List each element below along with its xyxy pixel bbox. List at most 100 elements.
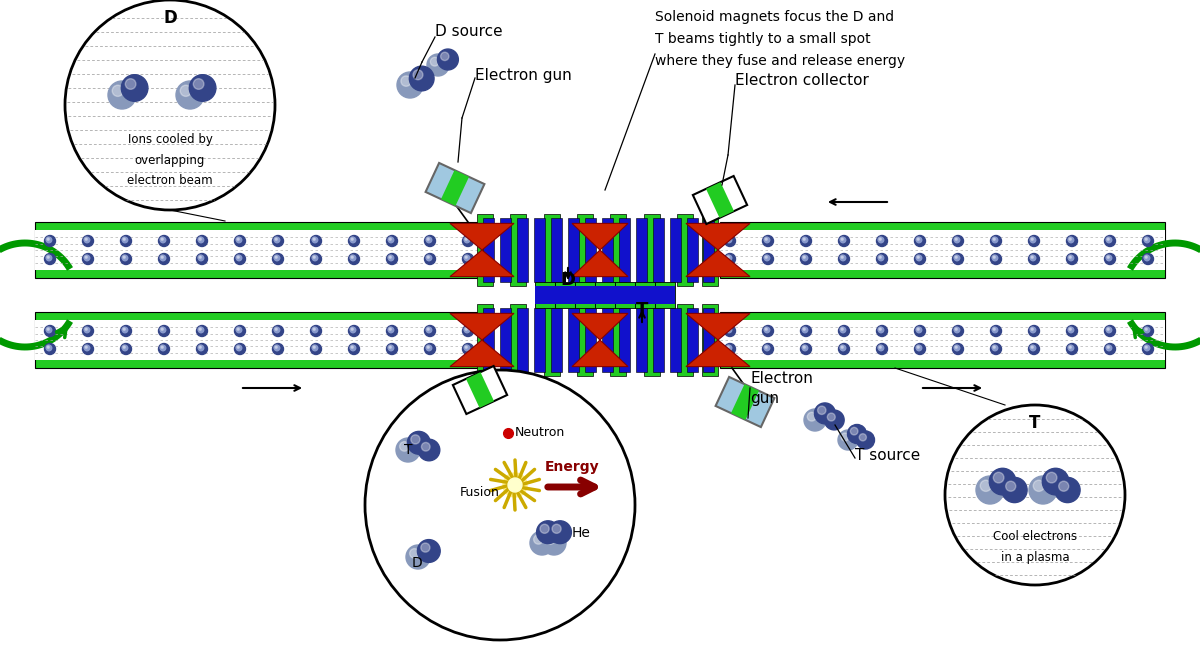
Circle shape xyxy=(400,442,409,451)
Circle shape xyxy=(1106,327,1111,333)
Circle shape xyxy=(727,328,730,330)
Circle shape xyxy=(992,237,997,243)
Circle shape xyxy=(954,345,960,350)
Circle shape xyxy=(953,343,964,354)
Bar xyxy=(35,320,480,360)
Bar xyxy=(510,304,526,376)
Circle shape xyxy=(800,325,811,337)
Bar xyxy=(618,308,630,372)
Bar xyxy=(476,214,493,286)
Circle shape xyxy=(84,345,90,350)
Circle shape xyxy=(122,345,126,350)
Bar xyxy=(670,218,680,282)
Circle shape xyxy=(426,345,431,350)
Circle shape xyxy=(389,327,394,333)
Circle shape xyxy=(1104,236,1116,246)
Circle shape xyxy=(1145,327,1150,333)
Circle shape xyxy=(1046,473,1057,483)
Circle shape xyxy=(766,238,767,240)
Circle shape xyxy=(546,535,556,544)
Circle shape xyxy=(1106,255,1111,261)
Bar xyxy=(556,282,575,308)
Circle shape xyxy=(994,473,1004,483)
Circle shape xyxy=(124,328,125,330)
Circle shape xyxy=(113,85,124,96)
Circle shape xyxy=(1145,238,1147,240)
Circle shape xyxy=(1144,255,1148,259)
Circle shape xyxy=(274,255,278,259)
Circle shape xyxy=(815,403,835,424)
Circle shape xyxy=(1067,325,1078,337)
Circle shape xyxy=(272,325,283,337)
Circle shape xyxy=(161,256,163,258)
Circle shape xyxy=(462,253,474,265)
Circle shape xyxy=(425,325,436,337)
Circle shape xyxy=(803,327,808,333)
Bar xyxy=(635,282,655,308)
Circle shape xyxy=(312,327,317,331)
Circle shape xyxy=(120,325,132,337)
Circle shape xyxy=(44,325,55,337)
Circle shape xyxy=(122,255,127,261)
Circle shape xyxy=(85,328,88,330)
Circle shape xyxy=(1144,345,1148,350)
Polygon shape xyxy=(572,250,628,277)
Circle shape xyxy=(1068,327,1073,331)
Circle shape xyxy=(313,346,316,348)
Circle shape xyxy=(727,238,730,240)
Circle shape xyxy=(158,236,169,246)
Circle shape xyxy=(1104,343,1116,354)
Circle shape xyxy=(840,255,845,259)
Circle shape xyxy=(824,410,844,430)
Circle shape xyxy=(994,256,995,258)
Circle shape xyxy=(199,256,202,258)
Circle shape xyxy=(275,238,277,240)
Circle shape xyxy=(992,255,997,261)
Circle shape xyxy=(955,256,958,258)
Bar xyxy=(544,304,560,376)
Circle shape xyxy=(312,345,317,350)
Circle shape xyxy=(1069,328,1072,330)
Circle shape xyxy=(1067,343,1078,354)
Bar xyxy=(720,320,1165,360)
Circle shape xyxy=(990,253,1002,265)
Circle shape xyxy=(917,255,922,261)
Circle shape xyxy=(311,325,322,337)
Circle shape xyxy=(47,328,49,330)
Circle shape xyxy=(389,255,394,261)
Bar xyxy=(595,282,616,308)
Text: C: C xyxy=(715,193,725,207)
Circle shape xyxy=(199,328,202,330)
Text: gun: gun xyxy=(750,391,779,405)
Circle shape xyxy=(108,81,136,109)
Circle shape xyxy=(726,237,731,242)
Circle shape xyxy=(122,327,126,331)
Circle shape xyxy=(802,255,806,259)
Circle shape xyxy=(1069,256,1072,258)
Bar xyxy=(35,312,480,368)
Bar xyxy=(551,308,562,372)
Circle shape xyxy=(992,345,997,350)
Bar xyxy=(544,214,560,286)
Circle shape xyxy=(85,238,88,240)
Bar xyxy=(702,214,718,286)
Circle shape xyxy=(47,256,49,258)
Bar xyxy=(595,294,616,304)
Circle shape xyxy=(1031,345,1036,350)
Circle shape xyxy=(426,255,431,259)
Circle shape xyxy=(817,406,826,414)
Circle shape xyxy=(161,328,163,330)
Circle shape xyxy=(916,237,920,242)
Polygon shape xyxy=(572,340,628,366)
Circle shape xyxy=(350,345,355,350)
Circle shape xyxy=(350,255,355,261)
Circle shape xyxy=(161,345,166,350)
Circle shape xyxy=(84,327,89,331)
Circle shape xyxy=(84,255,90,261)
Circle shape xyxy=(313,328,316,330)
Circle shape xyxy=(840,345,846,350)
Circle shape xyxy=(388,327,392,331)
Circle shape xyxy=(1144,327,1148,331)
Circle shape xyxy=(83,325,94,337)
Bar xyxy=(655,286,676,296)
